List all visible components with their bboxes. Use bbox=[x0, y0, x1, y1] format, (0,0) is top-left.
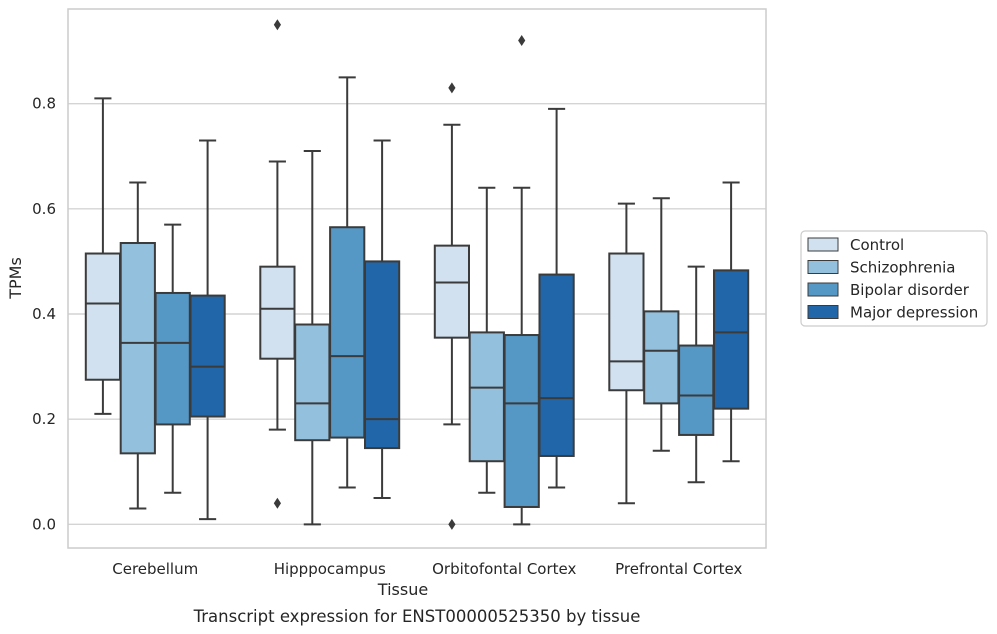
box bbox=[712, 269, 750, 410]
legend-frame bbox=[800, 230, 988, 327]
outlier-point bbox=[273, 497, 281, 509]
box-group bbox=[712, 181, 750, 463]
box bbox=[643, 310, 680, 405]
box bbox=[503, 334, 540, 508]
box bbox=[608, 252, 645, 392]
box-group bbox=[433, 82, 471, 530]
y-tick-label: 0.6 bbox=[32, 200, 56, 218]
outlier-point bbox=[448, 518, 456, 530]
legend-swatch bbox=[807, 282, 839, 297]
y-tick-label: 0.4 bbox=[32, 305, 56, 323]
box-layer bbox=[84, 19, 750, 530]
y-tick-label: 0.8 bbox=[32, 95, 56, 113]
legend-swatch bbox=[807, 260, 839, 274]
box-group bbox=[678, 265, 715, 484]
box-group bbox=[119, 181, 156, 510]
box bbox=[329, 226, 366, 439]
box bbox=[119, 242, 156, 455]
box bbox=[84, 252, 122, 381]
box bbox=[538, 273, 575, 457]
outlier-point bbox=[448, 82, 456, 94]
box bbox=[259, 265, 296, 360]
y-axis-label: TPMs bbox=[6, 257, 25, 300]
box-group bbox=[294, 149, 331, 526]
y-tick-labels: 0.0 0.2 0.4 0.6 0.8 bbox=[32, 95, 56, 534]
box bbox=[154, 291, 191, 426]
outlier-point bbox=[518, 35, 526, 47]
chart-caption: Transcript expression for ENST0000052535… bbox=[193, 607, 641, 626]
plot-frame bbox=[67, 8, 767, 549]
box-group bbox=[154, 223, 191, 494]
box-group bbox=[84, 97, 122, 415]
box-group bbox=[189, 139, 226, 521]
box-group bbox=[259, 19, 296, 509]
box-group bbox=[363, 139, 401, 500]
x-tick-label: Orbitofontal Cortex bbox=[432, 560, 576, 578]
x-tick-label: Cerebellum bbox=[112, 560, 198, 578]
legend-swatch bbox=[807, 237, 839, 252]
box-group bbox=[538, 107, 575, 489]
legend-label: Major depression bbox=[850, 304, 978, 322]
box-group bbox=[503, 35, 540, 526]
box bbox=[294, 323, 331, 442]
box-group bbox=[329, 76, 366, 489]
legend-label: Control bbox=[850, 236, 904, 254]
box bbox=[433, 244, 471, 339]
box bbox=[189, 294, 226, 418]
x-tick-label: Hipppocampus bbox=[274, 560, 386, 578]
y-tick-label: 0.0 bbox=[32, 515, 56, 533]
box-group bbox=[608, 202, 645, 505]
x-tick-label: Prefrontal Cortex bbox=[615, 560, 742, 578]
box bbox=[363, 260, 401, 450]
box bbox=[468, 331, 505, 463]
legend: Control Schizophrenia Bipolar disorder Majo… bbox=[800, 230, 988, 327]
legend-label: Schizophrenia bbox=[850, 259, 955, 277]
x-tick-labels: Cerebellum Hipppocampus Orbitofontal Corte… bbox=[112, 560, 742, 578]
box bbox=[678, 344, 715, 436]
legend-label: Bipolar disorder bbox=[850, 281, 970, 299]
box-group bbox=[468, 186, 505, 494]
legend-swatch bbox=[807, 305, 839, 319]
y-tick-label: 0.2 bbox=[32, 410, 56, 428]
x-axis-label: Tissue bbox=[377, 580, 428, 599]
outlier-point bbox=[273, 19, 281, 31]
box-group bbox=[643, 197, 680, 452]
